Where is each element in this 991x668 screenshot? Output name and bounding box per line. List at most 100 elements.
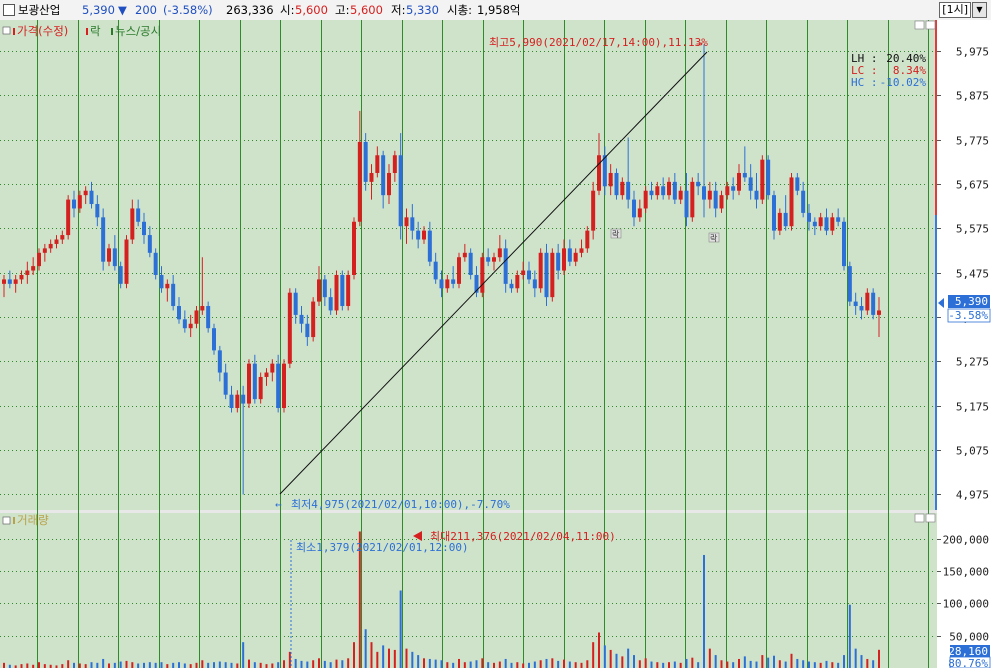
candle-body [427,230,432,262]
volume-pane-close-icon[interactable] [925,513,936,523]
candle-body [556,252,561,271]
current-price-box [948,295,990,308]
candle-body [317,279,321,302]
candle-body [789,177,794,227]
current-pct-tag: -3.58% [948,309,988,322]
volume-bar [539,660,542,668]
candle-body [171,283,176,307]
candle-body [550,252,555,298]
volume-bar [452,662,455,668]
candle-body [247,363,251,404]
pane-checkbox[interactable] [2,26,11,35]
candle-body [422,230,426,240]
candle-body [719,195,724,209]
candle-body [515,274,520,289]
volume-bar [78,663,81,668]
volume-bar [376,651,379,668]
candle-body [760,159,765,200]
candle-body [37,252,41,267]
candle-body [503,248,508,284]
volume-bar [808,661,810,668]
price-pane[interactable] [0,20,937,510]
candle-body [7,279,12,284]
volume-bar [522,663,525,668]
volume-bar [312,660,315,668]
volume-pane-checkbox[interactable] [2,516,11,525]
legend-marker-news [111,28,113,35]
volume-bar [504,658,507,668]
pane-close-icon[interactable] [925,20,936,30]
price-change-pct: (-3.58%) [163,3,213,17]
volume-bar [143,662,145,668]
candle-body [177,306,181,320]
volume-bar [300,660,303,668]
volume-bar [755,661,758,668]
event-marker-label: 락 [612,229,620,239]
stock-name: 보광산업 [18,3,61,17]
volume-bar [813,662,816,668]
candle-body [807,212,811,222]
candle-body [527,270,531,280]
volume-bar [633,655,635,668]
volume-bar [224,662,227,668]
volume-bar [195,662,198,668]
candle-body [293,292,298,315]
volume-bar [749,660,752,668]
candle-body [95,204,100,218]
chart-area[interactable]: 가격(수정) 락 뉴스/공시 최고5,990(2021/02/17,14:00)… [0,20,991,668]
candle-body [836,217,841,222]
trend-line[interactable] [279,51,708,495]
volume-bar [119,661,122,668]
volume-bar [866,658,869,668]
volume-bar [166,664,169,668]
chevron-down-icon[interactable]: ▼ [972,2,987,18]
pane-divider[interactable] [0,510,937,513]
candle-body [462,252,467,258]
volume-bar [213,662,215,668]
volume-legend: 거래량 [2,513,49,527]
volume-bar [201,660,204,668]
timeframe-selector[interactable]: [1시] [939,2,971,18]
candle-body [217,350,222,373]
candle-body [299,314,304,324]
candle-body [509,283,514,289]
candle-body [392,155,397,173]
volume-bar [440,660,443,668]
lc-value: 8.34% [893,64,926,77]
volume-bar [475,660,478,668]
volume-pane-menu-icon[interactable] [914,513,925,523]
volume-bar [656,662,659,668]
volume-pane[interactable] [0,513,937,668]
candle-body [101,217,106,262]
volume-bar [446,662,449,668]
candle-body [287,292,292,364]
volume-bar [545,658,548,668]
pane-menu-icon[interactable] [914,20,925,30]
checkbox[interactable] [3,4,15,16]
candle-body [842,221,846,267]
candle-body [2,279,6,284]
event-marker[interactable] [610,228,622,239]
candle-body [439,279,444,289]
high-value: 5,600 [350,3,383,17]
volume-bar [294,658,297,668]
candle-body [865,292,870,311]
volume-bar [743,656,746,668]
candle-body [544,252,549,298]
volume-bar [603,645,606,668]
candle-body [60,235,65,240]
candle-body [42,248,47,253]
volume-bar [563,659,565,668]
max-arrow-icon: → [696,37,703,50]
candle-body [66,199,71,236]
candle-body [737,172,741,191]
volume-bar [3,662,5,668]
candle-body [182,319,187,329]
y-axis-area [937,20,991,668]
event-marker[interactable] [708,232,720,243]
candle-body [696,181,701,187]
volume-bar [714,655,717,668]
volume-bar [732,662,735,668]
candle-body [25,270,30,275]
candle-body [387,172,391,196]
